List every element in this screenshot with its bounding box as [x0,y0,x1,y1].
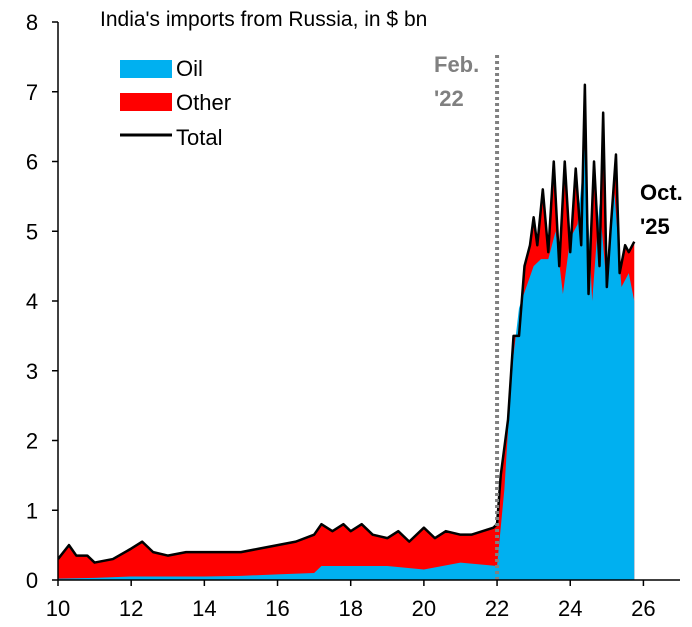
x-tick-label: 22 [485,596,509,621]
x-tick-label: 18 [338,596,362,621]
chart-title: India's imports from Russia, in $ bn [100,8,427,31]
legend-label-oil: Oil [176,56,203,81]
y-tick-label: 1 [26,498,38,523]
y-tick-label: 2 [26,429,38,454]
y-tick-label: 4 [26,289,38,314]
x-tick-label: 16 [265,596,289,621]
y-tick-label: 8 [26,10,38,35]
x-tick-label: 12 [119,596,143,621]
x-tick-label: 24 [558,596,582,621]
x-tick-label: 14 [192,596,216,621]
total-line [58,83,636,564]
legend: Oil Other Total [120,56,231,150]
legend-label-total: Total [176,125,222,150]
y-tick-label: 5 [26,219,38,244]
y-tick-label: 0 [26,568,38,593]
y-tick-label: 3 [26,359,38,384]
legend-swatch-other [120,93,172,111]
annotation-feb-line1: Feb. [434,52,479,77]
annotation-oct-line2: '25 [640,214,670,239]
y-tick-label: 6 [26,150,38,175]
annotation-feb-line2: '22 [434,86,464,111]
x-tick-label: 10 [46,596,70,621]
x-tick-label: 20 [412,596,436,621]
legend-label-other: Other [176,90,231,115]
x-tick-label: 26 [631,596,655,621]
annotation-oct-line1: Oct. [640,180,683,205]
y-tick-label: 7 [26,80,38,105]
oil-area [58,147,635,580]
legend-swatch-oil [120,60,172,78]
